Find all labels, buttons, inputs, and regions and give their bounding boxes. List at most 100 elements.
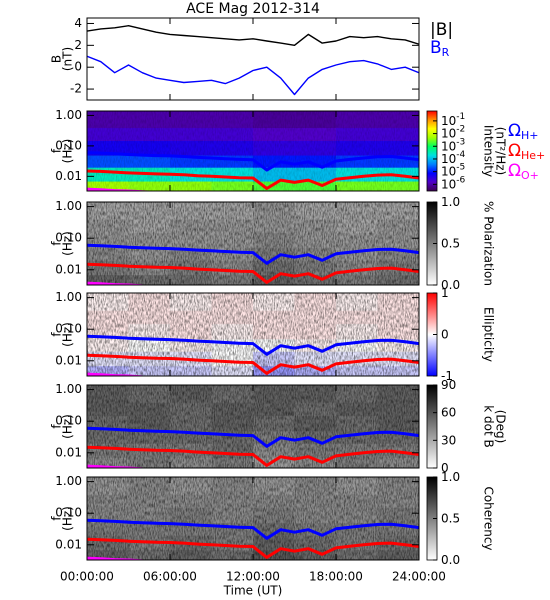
plot-area (87, 202, 419, 285)
colorbar-tick-text: 10 (441, 113, 456, 127)
y-tick-label: 0.10 (55, 231, 82, 245)
colorbar-tick-label: 0.5 (441, 236, 460, 250)
colorbar-tick-text: 1.0 (441, 470, 460, 484)
colorbar-tick-text: 1 (441, 286, 449, 300)
colorbar-tick-text: 0 (441, 461, 449, 475)
colorbar-tick-exp: -6 (456, 175, 465, 185)
series-line (87, 334, 419, 356)
colorbar-label: Ellipticity (482, 307, 496, 362)
colorbar-label: (Deg) (494, 410, 508, 444)
y-tick-label: 1.00 (55, 290, 82, 304)
series-line (87, 445, 419, 467)
series-line (87, 169, 419, 190)
series-line (87, 55, 419, 96)
colorbar-tick-text: 30 (441, 433, 456, 447)
series-line (87, 243, 419, 265)
legend-entry: ΩHe+ (508, 141, 545, 162)
y-tick-label: 1.00 (55, 382, 82, 396)
legend-entry: ΩO+ (508, 161, 539, 182)
colorbar-label: % Polarization (482, 201, 496, 286)
colorbar-tick-label: 0 (441, 461, 449, 475)
legend-name: B (430, 38, 442, 58)
series-line (87, 518, 419, 540)
y-axis-label: (Hz) (61, 506, 75, 531)
colorbar-label: k dot B (482, 405, 496, 447)
y-tick-label: 1.00 (55, 108, 82, 122)
x-tick-label: 06:00:00 (143, 570, 197, 584)
plot-area (87, 25, 419, 96)
legend-sub: H+ (521, 129, 539, 142)
x-tick-label: 24:00:00 (392, 570, 446, 584)
colorbar-tick-text: 10 (441, 139, 456, 153)
colorbar-tick-text: 10 (441, 126, 456, 140)
colorbar-tick-label: 10-2 (441, 124, 465, 140)
legend-entry: BR (430, 38, 450, 59)
series-line (87, 151, 419, 172)
colorbar-tick-text: 90 (441, 378, 456, 392)
y-tick-label: 0.01 (55, 445, 82, 459)
x-axis-label: Time (UT) (223, 584, 283, 598)
colorbar-tick-exp: -5 (456, 162, 465, 172)
y-axis-label: (nT) (61, 47, 75, 71)
colorbar-label: Intensity (482, 125, 496, 177)
colorbar-tick-text: 0.0 (441, 278, 460, 292)
colorbar-tick-exp: -1 (456, 111, 465, 121)
colorbar (426, 384, 438, 469)
colorbar-tick-text: 1.0 (441, 195, 460, 209)
plot-area (87, 385, 419, 468)
colorbar-tick-label: 0.0 (441, 278, 460, 292)
legend-sub: O+ (521, 169, 539, 182)
colorbar-tick-label: 1.0 (441, 470, 460, 484)
y-tick-label: 0 (74, 60, 82, 74)
legend-sub: He+ (521, 149, 545, 162)
y-tick-label: 4 (74, 16, 82, 30)
colorbar-tick-label: 0.5 (441, 511, 460, 525)
y-axis-label: B (50, 55, 64, 63)
x-tick-label: 18:00:00 (309, 570, 363, 584)
colorbar-tick-label: 0.0 (441, 553, 460, 567)
y-axis-label: (Hz) (61, 322, 75, 347)
colorbar-tick-text: 0.0 (441, 553, 460, 567)
colorbar (426, 110, 438, 192)
y-axis-label: f (50, 148, 64, 153)
y-tick-label: 0.01 (55, 537, 82, 551)
colorbar-label: (nT²/Hz) (494, 127, 508, 175)
axes-frame (86, 17, 420, 101)
y-axis-label: f (50, 332, 64, 337)
y-axis-label: (Hz) (61, 139, 75, 164)
colorbar-tick-text: 0.5 (441, 236, 460, 250)
colorbar-tick-label: 10-1 (441, 111, 465, 127)
legend-entry: ΩH+ (508, 121, 539, 142)
y-tick-label: 1.00 (55, 199, 82, 213)
y-axis-label: f (50, 424, 64, 429)
colorbar-tick-text: 0.5 (441, 511, 460, 525)
legend-name: Ω (508, 141, 521, 161)
colorbar-tick-label: 60 (441, 405, 456, 419)
plot-area (87, 111, 419, 191)
title: ACE Mag 2012-314 (186, 1, 320, 17)
legend-name: |B| (430, 20, 453, 40)
series-line (87, 537, 419, 559)
colorbar-tick-label: 30 (441, 433, 456, 447)
colorbar-tick-label: 10-3 (441, 137, 465, 153)
plot-area (87, 293, 419, 376)
legend-name: Ω (508, 161, 521, 181)
y-tick-label: 0.01 (55, 262, 82, 276)
y-tick-label: 0.01 (55, 169, 82, 183)
legend-sub: R (442, 46, 450, 59)
series-line (87, 25, 419, 46)
colorbar-tick-label: 90 (441, 378, 456, 392)
colorbar-tick-exp: -2 (456, 124, 465, 134)
x-tick-label: 00:00:00 (60, 570, 114, 584)
legend-entry: |B| (430, 20, 453, 40)
colorbar-label: Coherency (482, 486, 496, 550)
colorbar-tick-text: -1 (441, 369, 453, 383)
y-axis-label: f (50, 516, 64, 521)
series-line (87, 426, 419, 448)
y-tick-label: 0.01 (55, 353, 82, 367)
colorbar-tick-exp: -3 (456, 137, 465, 147)
colorbar-tick-exp: -4 (456, 149, 465, 159)
colorbar-tick-text: 10 (441, 177, 456, 191)
y-tick-label: -2 (70, 82, 82, 96)
